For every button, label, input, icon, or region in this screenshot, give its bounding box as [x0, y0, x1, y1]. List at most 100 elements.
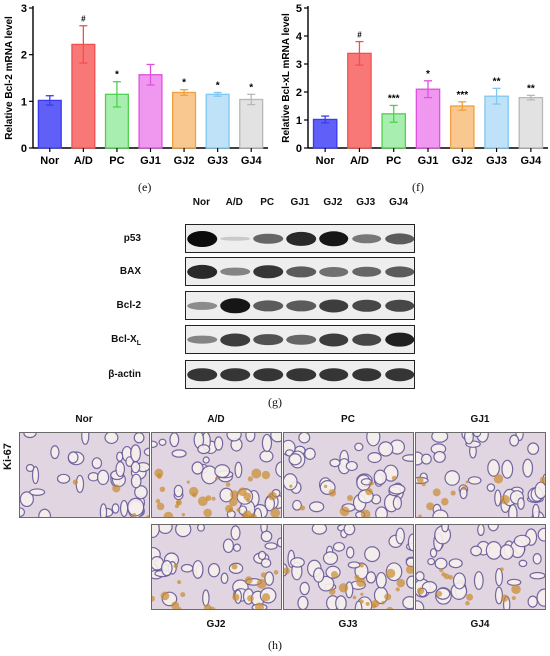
significance-mark: #	[357, 31, 362, 40]
category-label: A/D	[74, 155, 93, 167]
category-label: GJ4	[520, 155, 542, 167]
blot-band	[286, 299, 316, 312]
category-label: GJ1	[418, 155, 439, 167]
bar-gj3	[205, 93, 230, 149]
blot-band	[319, 333, 349, 346]
blot-band	[220, 236, 251, 241]
ihc-title: GJ2	[206, 619, 226, 630]
blot-band	[220, 333, 251, 346]
category-label: A/D	[350, 155, 369, 167]
y-tick-label: 1	[21, 96, 27, 108]
blot-band	[319, 266, 349, 277]
blot-band	[220, 367, 251, 382]
blot-lane-label: A/D	[225, 197, 243, 208]
blot-strip-bax	[185, 257, 415, 286]
significance-mark: *	[115, 70, 119, 81]
blot-band	[286, 265, 316, 278]
blot-band	[351, 367, 382, 382]
blot-band	[384, 232, 414, 245]
blot-lane-label: GJ4	[389, 197, 409, 208]
blot-band	[286, 367, 316, 382]
blot-lane-label: GJ1	[290, 197, 310, 208]
y-tick-label: 1	[296, 115, 302, 127]
blot-band	[253, 333, 283, 346]
ihc-image-nor	[19, 432, 150, 518]
ihc-title: GJ4	[470, 619, 490, 630]
panel-label-f: (f)	[412, 180, 424, 194]
ki67-stain-label: Ki-67	[2, 443, 14, 470]
y-tick-label: 0	[296, 143, 302, 155]
category-label: GJ4	[241, 155, 263, 167]
blot-strip-p53	[185, 224, 415, 253]
y-axis-label: Relative Bcl-2 mRNA level	[4, 16, 15, 140]
bar-ad	[347, 52, 372, 149]
category-label: PC	[109, 155, 124, 167]
western-blot: Nor A/D PC GJ1 GJ2 GJ3 GJ4 p53 BAX Bcl-2 Bcl-XL β-a…	[108, 197, 415, 392]
bar-gj4	[239, 98, 264, 149]
y-tick-label: 0	[21, 143, 27, 155]
bar-gj2	[449, 105, 475, 149]
significance-mark: *	[216, 80, 220, 91]
significance-mark: *	[182, 78, 186, 89]
bar-gj2	[172, 91, 197, 149]
blot-band	[351, 333, 382, 346]
blot-band	[187, 264, 218, 279]
blot-lane-label: GJ2	[323, 197, 343, 208]
significance-mark: **	[493, 76, 501, 87]
bclxl-chart-svg: 0 1 2 3 4 5 Relative Bcl-xL mRNA level Nor # A/D *…	[281, 3, 548, 167]
blot-band	[319, 367, 349, 382]
category-label: PC	[386, 155, 401, 167]
blot-strip-β-actin	[185, 360, 415, 389]
blot-row-label: p53	[123, 233, 141, 244]
panel-label-h: (h)	[268, 638, 282, 652]
blot-band	[319, 230, 349, 247]
ihc-image-ad	[151, 432, 282, 518]
bar-gj4	[518, 96, 544, 149]
category-label: GJ3	[207, 155, 228, 167]
bclxl-mrna-bar-chart: 0 1 2 3 4 5 Relative Bcl-xL mRNA level Nor # A/D *…	[278, 0, 550, 170]
blot-row-label: Bcl-2	[116, 300, 141, 311]
blot-row-label: BAX	[119, 266, 141, 277]
significance-mark: ***	[388, 93, 400, 104]
blot-lane-label: PC	[260, 197, 275, 208]
blot-row-label: Bcl-XL	[111, 334, 141, 347]
bcl2-mrna-bar-chart: 0 1 2 3 Relative Bcl-2 mRNA level Nor # A/D * PC G…	[0, 0, 275, 170]
ihc-title: Nor	[75, 414, 93, 425]
ihc-title: A/D	[207, 414, 225, 425]
blot-strip-bcl-2	[185, 291, 415, 320]
blot-band	[286, 334, 316, 345]
ihc-image-gj3	[283, 524, 414, 610]
blot-band	[351, 233, 382, 244]
blot-band	[220, 267, 251, 276]
ihc-image-gj4	[415, 524, 546, 610]
blot-band	[253, 367, 283, 382]
bar-nor	[37, 99, 62, 149]
category-label: GJ2	[174, 155, 195, 167]
ihc-image-pc	[283, 432, 414, 518]
blot-band	[384, 265, 414, 278]
significance-mark: #	[81, 15, 86, 24]
blot-band	[220, 297, 251, 314]
blot-band	[351, 299, 382, 312]
blot-strip-bcl-x	[185, 325, 415, 354]
panel-label-g: (g)	[268, 395, 282, 409]
category-label: GJ3	[486, 155, 507, 167]
bar-gj1	[138, 74, 163, 149]
y-tick-label: 3	[296, 59, 302, 71]
ihc-title: PC	[341, 414, 355, 425]
blot-band	[187, 335, 218, 344]
category-label: GJ1	[140, 155, 161, 167]
y-tick-label: 4	[296, 31, 303, 43]
blot-row-label: β-actin	[108, 369, 141, 380]
significance-mark: *	[426, 69, 430, 80]
blot-band	[384, 332, 414, 347]
category-label: Nor	[316, 155, 336, 167]
blot-band	[384, 367, 414, 382]
bcl2-chart-svg: 0 1 2 3 Relative Bcl-2 mRNA level Nor # A/D * PC G…	[4, 3, 268, 167]
blot-band	[187, 230, 218, 247]
category-label: Nor	[40, 155, 60, 167]
blot-band	[319, 299, 349, 312]
blot-band	[253, 233, 283, 244]
blot-band	[384, 299, 414, 312]
bar-nor	[312, 118, 338, 149]
